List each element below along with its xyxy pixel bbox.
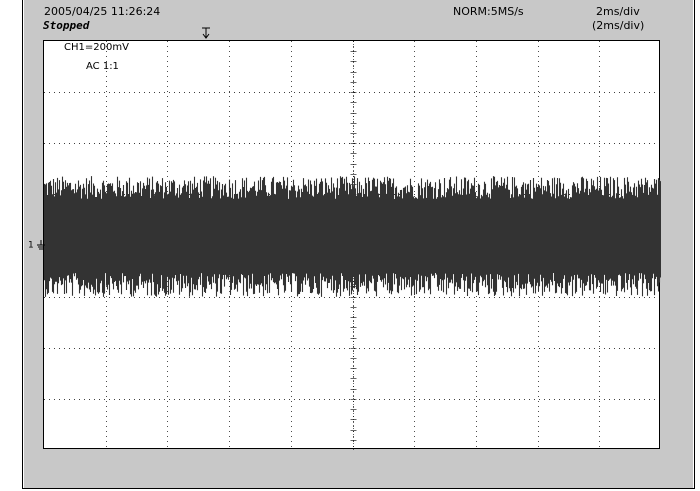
waveform-trace — [44, 176, 661, 297]
graticule: CH1=200mV AC 1:1 — [43, 40, 661, 450]
outer-frame — [22, 0, 695, 489]
acquisition-status: Stopped — [43, 19, 90, 32]
timebase-label: 2ms/div — [596, 5, 640, 18]
trigger-position-icon — [201, 27, 211, 41]
noise-core — [44, 199, 661, 273]
timestamp: 2005/04/25 11:26:24 — [44, 5, 161, 18]
ground-reference-label: 1 — [28, 240, 34, 251]
channel-coupling: AC 1:1 — [86, 61, 119, 72]
timebase-zoom-label: (2ms/div) — [592, 19, 645, 32]
channel-scale: CH1=200mV — [64, 42, 129, 53]
ground-reference-icon: 1 — [28, 240, 45, 251]
acquisition-mode: NORM:5MS/s — [453, 5, 524, 18]
